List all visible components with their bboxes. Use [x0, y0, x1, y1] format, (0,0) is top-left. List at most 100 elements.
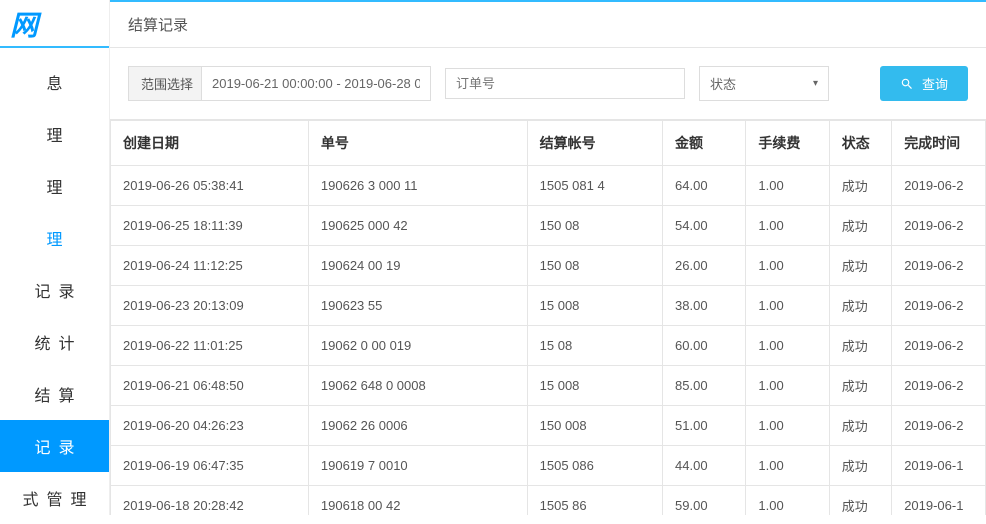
table-cell: 2019-06-2	[892, 246, 986, 286]
table-cell: 1.00	[746, 446, 829, 486]
sidebar-item-0[interactable]: 息	[0, 56, 109, 108]
table-cell: 2019-06-1	[892, 446, 986, 486]
table-cell: 15 008	[527, 286, 662, 326]
table-cell: 成功	[829, 366, 891, 406]
sidebar-item-8[interactable]: 式管理	[0, 472, 109, 524]
column-header-2: 结算帐号	[527, 121, 662, 166]
table-cell: 54.00	[663, 206, 746, 246]
column-header-1: 单号	[308, 121, 527, 166]
date-range-input[interactable]	[201, 66, 431, 101]
column-header-4: 手续费	[746, 121, 829, 166]
table-cell: 190626 3 000 11	[308, 166, 527, 206]
table-cell: 2019-06-23 20:13:09	[111, 286, 309, 326]
table-cell: 2019-06-24 11:12:25	[111, 246, 309, 286]
table-cell: 1.00	[746, 366, 829, 406]
column-header-5: 状态	[829, 121, 891, 166]
table-cell: 190618 00 42	[308, 486, 527, 516]
table-cell: 190619 7 0010	[308, 446, 527, 486]
table-container: 创建日期单号结算帐号金额手续费状态完成时间 2019-06-26 05:38:4…	[110, 120, 986, 515]
table-row: 2019-06-21 06:48:5019062 648 0 000815 00…	[111, 366, 986, 406]
table-cell: 19062 0 00 019	[308, 326, 527, 366]
table-cell: 150 08	[527, 246, 662, 286]
table-cell: 2019-06-2	[892, 166, 986, 206]
table-cell: 150 08	[527, 206, 662, 246]
sidebar-item-5[interactable]: 统计	[0, 316, 109, 368]
table-row: 2019-06-18 20:28:42190618 00 421505 86 5…	[111, 486, 986, 516]
table-cell: 60.00	[663, 326, 746, 366]
table-cell: 1.00	[746, 286, 829, 326]
table-cell: 64.00	[663, 166, 746, 206]
chevron-down-icon: ▾	[813, 78, 818, 89]
table-cell: 59.00	[663, 486, 746, 516]
table-cell: 成功	[829, 486, 891, 516]
table-cell: 190623 55	[308, 286, 527, 326]
sidebar: 网 息理理理记录统计结算记录式管理	[0, 0, 110, 515]
table-cell: 成功	[829, 206, 891, 246]
table-cell: 2019-06-2	[892, 326, 986, 366]
table-row: 2019-06-25 18:11:39190625 000 42150 08 5…	[111, 206, 986, 246]
status-select[interactable]: 状态 ▾	[699, 66, 829, 101]
settlement-table: 创建日期单号结算帐号金额手续费状态完成时间 2019-06-26 05:38:4…	[110, 120, 986, 515]
table-cell: 15 08	[527, 326, 662, 366]
column-header-0: 创建日期	[111, 121, 309, 166]
table-cell: 26.00	[663, 246, 746, 286]
table-cell: 成功	[829, 406, 891, 446]
logo: 网	[0, 0, 109, 48]
table-cell: 2019-06-19 06:47:35	[111, 446, 309, 486]
table-cell: 2019-06-22 11:01:25	[111, 326, 309, 366]
table-cell: 51.00	[663, 406, 746, 446]
table-header: 创建日期单号结算帐号金额手续费状态完成时间	[111, 121, 986, 166]
table-cell: 2019-06-2	[892, 206, 986, 246]
sidebar-item-2[interactable]: 理	[0, 160, 109, 212]
filter-bar: 范围选择 状态 ▾ 查询	[110, 48, 986, 120]
table-row: 2019-06-26 05:38:41190626 3 000 111505 0…	[111, 166, 986, 206]
sidebar-item-6[interactable]: 结算	[0, 368, 109, 420]
table-cell: 190625 000 42	[308, 206, 527, 246]
table-row: 2019-06-22 11:01:2519062 0 00 01915 08 6…	[111, 326, 986, 366]
table-cell: 成功	[829, 166, 891, 206]
main-content: 结算记录 范围选择 状态 ▾ 查询	[110, 0, 986, 515]
query-button-label: 查询	[922, 74, 948, 93]
table-cell: 190624 00 19	[308, 246, 527, 286]
table-cell: 2019-06-21 06:48:50	[111, 366, 309, 406]
table-row: 2019-06-23 20:13:09190623 5515 008 38.00…	[111, 286, 986, 326]
table-cell: 成功	[829, 286, 891, 326]
sidebar-item-3[interactable]: 理	[0, 212, 109, 264]
table-cell: 44.00	[663, 446, 746, 486]
table-cell: 成功	[829, 326, 891, 366]
column-header-6: 完成时间	[892, 121, 986, 166]
table-cell: 19062 648 0 0008	[308, 366, 527, 406]
table-cell: 2019-06-2	[892, 406, 986, 446]
table-cell: 1.00	[746, 246, 829, 286]
table-cell: 成功	[829, 446, 891, 486]
table-cell: 1.00	[746, 166, 829, 206]
sidebar-item-4[interactable]: 记录	[0, 264, 109, 316]
table-cell: 1.00	[746, 406, 829, 446]
column-header-3: 金额	[663, 121, 746, 166]
range-label: 范围选择	[128, 66, 205, 101]
page-title: 结算记录	[110, 0, 986, 48]
table-cell: 2019-06-2	[892, 366, 986, 406]
search-icon	[900, 77, 914, 91]
order-number-input[interactable]	[445, 68, 685, 99]
table-body: 2019-06-26 05:38:41190626 3 000 111505 0…	[111, 166, 986, 516]
table-cell: 2019-06-20 04:26:23	[111, 406, 309, 446]
status-select-label: 状态	[710, 74, 736, 93]
table-cell: 成功	[829, 246, 891, 286]
date-range-group: 范围选择	[128, 66, 431, 101]
query-button[interactable]: 查询	[880, 66, 968, 101]
table-cell: 1505 081 4	[527, 166, 662, 206]
sidebar-item-7[interactable]: 记录	[0, 420, 109, 472]
table-row: 2019-06-19 06:47:35190619 7 00101505 086…	[111, 446, 986, 486]
table-cell: 2019-06-26 05:38:41	[111, 166, 309, 206]
table-cell: 1.00	[746, 206, 829, 246]
table-cell: 38.00	[663, 286, 746, 326]
table-cell: 2019-06-2	[892, 286, 986, 326]
sidebar-item-1[interactable]: 理	[0, 108, 109, 160]
table-cell: 2019-06-18 20:28:42	[111, 486, 309, 516]
table-cell: 85.00	[663, 366, 746, 406]
table-cell: 1.00	[746, 326, 829, 366]
table-cell: 15 008	[527, 366, 662, 406]
table-cell: 1.00	[746, 486, 829, 516]
table-cell: 1505 86	[527, 486, 662, 516]
